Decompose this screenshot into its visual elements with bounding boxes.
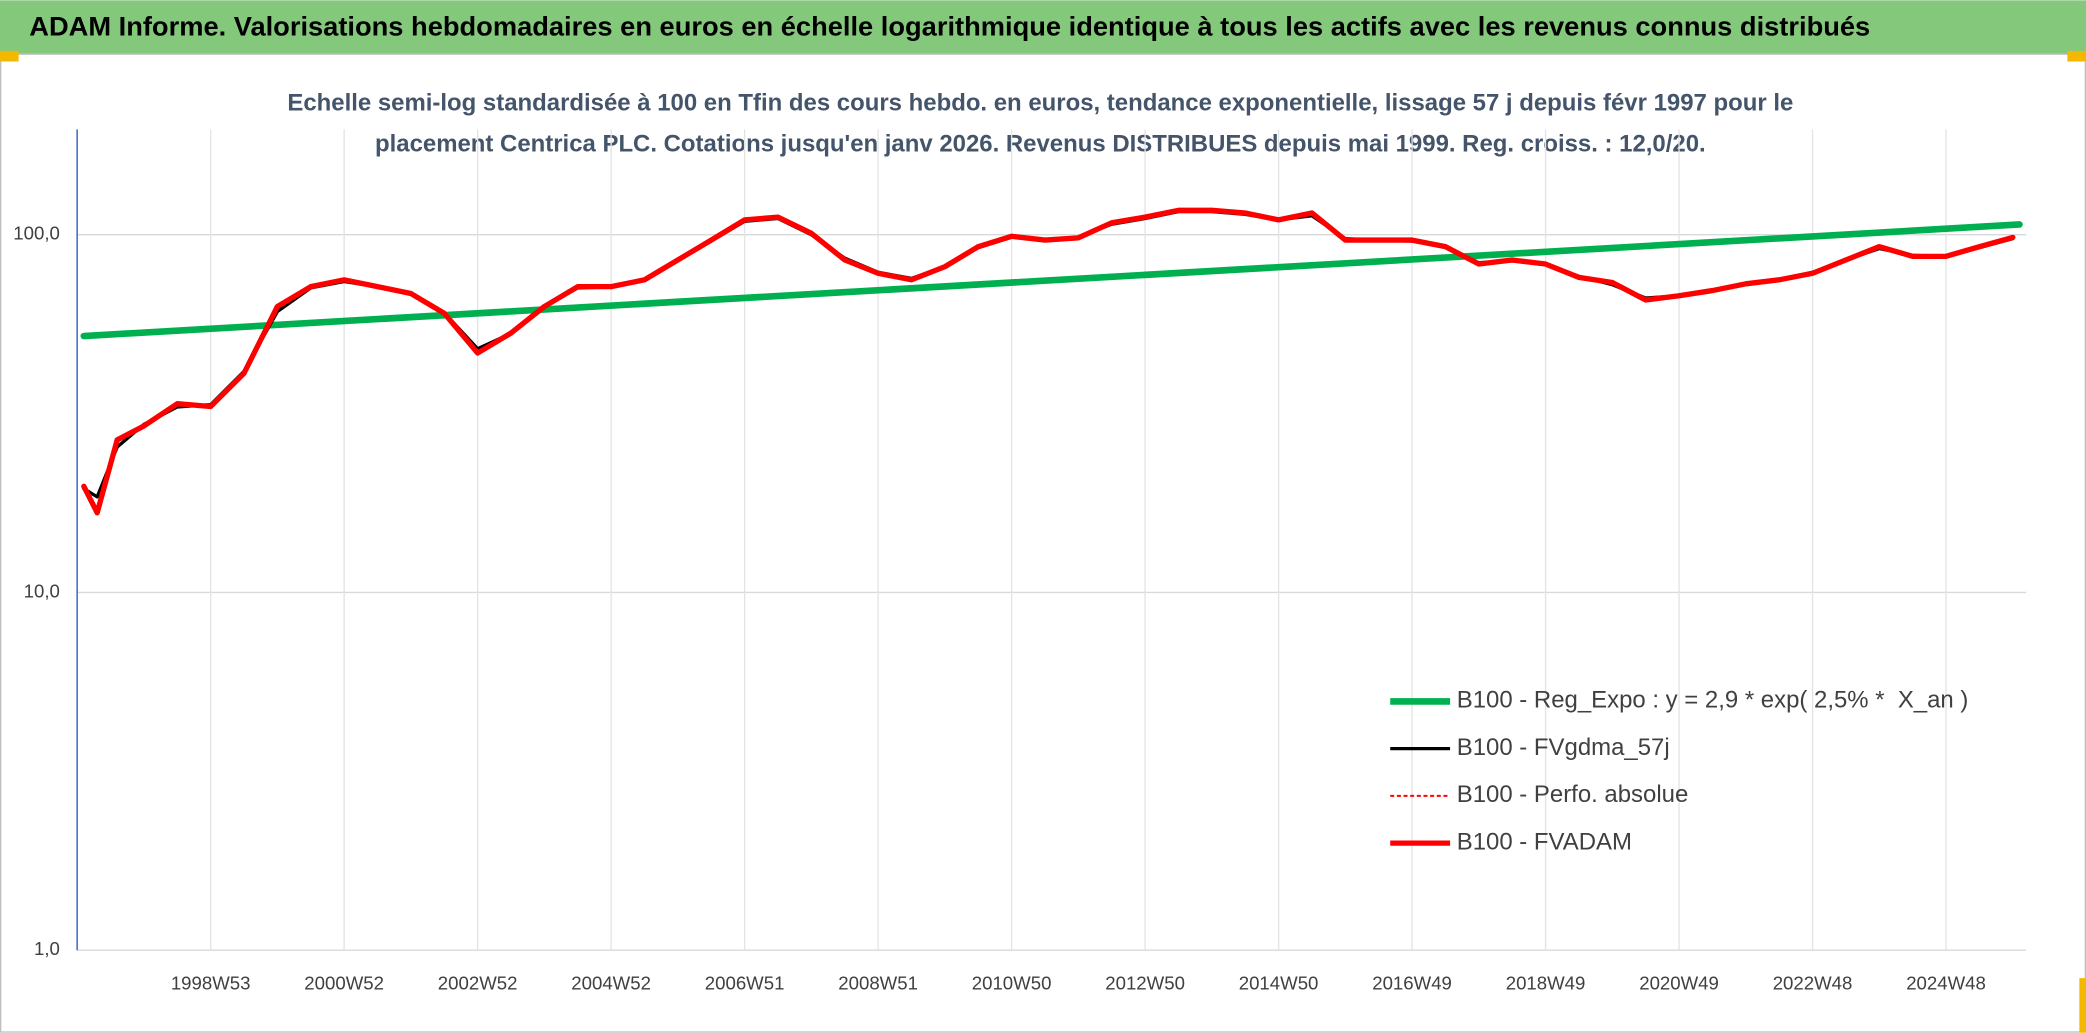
chart-title: ADAM Informe. Valorisations hebdomadaire… xyxy=(29,10,1870,41)
frame xyxy=(0,53,2086,1033)
legend-label: B100 - Reg_Expo : y = 2,9 * exp( 2,5% * … xyxy=(1457,687,1969,714)
series-line xyxy=(80,221,2023,340)
chart-subtitle: Echelle semi-log standardisée à 100 en T… xyxy=(287,89,1793,116)
x-tick-label: 2004W52 xyxy=(571,973,651,994)
corner-mark xyxy=(2079,978,2086,1033)
chart-subtitle: placement Centrica PLC. Cotations jusqu'… xyxy=(375,131,1706,158)
header-band xyxy=(0,0,2086,54)
series-line xyxy=(81,207,2016,516)
x-tick-label: 1998W53 xyxy=(171,973,251,994)
x-tick-label: 2006W51 xyxy=(705,973,785,994)
x-tick-label: 2000W52 xyxy=(304,973,384,994)
legend-label: B100 - FVADAM xyxy=(1457,828,1632,855)
x-tick-label: 2002W52 xyxy=(438,973,518,994)
series-line xyxy=(82,209,2014,514)
x-tick-label: 2020W49 xyxy=(1639,973,1719,994)
x-tick-label: 2022W48 xyxy=(1773,973,1853,994)
x-tick-label: 2014W50 xyxy=(1239,973,1319,994)
x-tick-label: 2012W50 xyxy=(1105,973,1185,994)
x-tick-label: 2018W49 xyxy=(1506,973,1586,994)
x-tick-label: 2024W48 xyxy=(1906,973,1986,994)
y-tick-label: 100,0 xyxy=(13,223,60,244)
corner-mark xyxy=(0,50,19,62)
grid: 1,0 10,0 100,0 1998W53 2000W52 2002W52 2004W52… xyxy=(13,129,2027,994)
x-tick-label: 2010W50 xyxy=(972,973,1052,994)
series-line xyxy=(82,209,2015,499)
legend: B100 - Reg_Expo : y = 2,9 * exp( 2,5% * … xyxy=(1390,687,1969,855)
x-tick-label: 2016W49 xyxy=(1372,973,1452,994)
y-tick-label: 1,0 xyxy=(34,938,60,959)
x-tick-label: 2008W51 xyxy=(838,973,918,994)
plot-lines xyxy=(80,207,2023,516)
legend-label: B100 - FVgdma_57j xyxy=(1457,734,1670,761)
corner-mark xyxy=(2067,50,2086,62)
y-tick-label: 10,0 xyxy=(24,580,60,601)
legend-label: B100 - Perfo. absolue xyxy=(1457,781,1689,808)
